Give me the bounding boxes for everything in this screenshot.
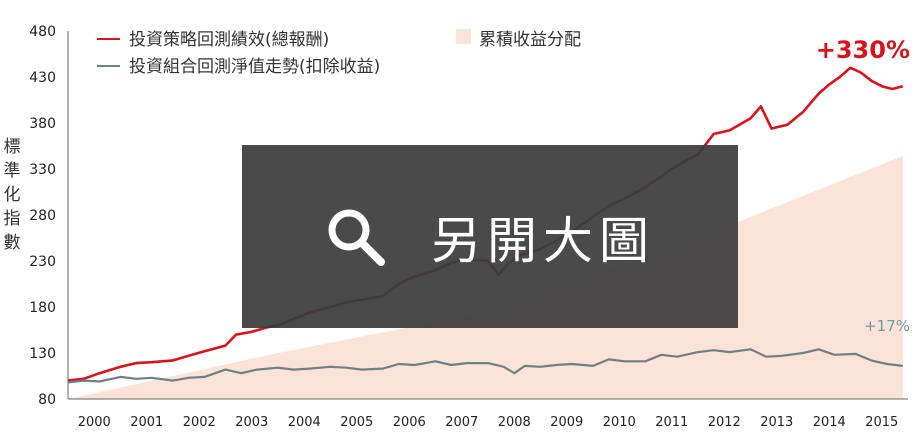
y-tick-labels: 80 130 180 230 280 330 380 430 480 [29, 24, 56, 408]
legend-label-strategy: 投資策略回測績效(總報酬) [129, 30, 329, 50]
y-tick-label: 80 [38, 392, 56, 408]
magnifier-icon [328, 209, 385, 266]
y-axis-label-char: 準 [4, 161, 21, 181]
x-tick-label: 2014 [813, 415, 846, 430]
distribution-area-layer [68, 156, 903, 399]
y-tick-label: 180 [29, 300, 56, 316]
x-tick-label: 2002 [183, 415, 216, 430]
x-tick-label: 2001 [130, 415, 163, 430]
y-tick-label: 430 [29, 70, 56, 86]
x-tick-label: 2005 [340, 415, 373, 430]
y-tick-label: 130 [29, 346, 56, 362]
y-tick-label: 230 [29, 254, 56, 270]
y-tick-label: 330 [29, 162, 56, 178]
x-tick-label: 2008 [498, 415, 531, 430]
x-tick-label: 2000 [78, 415, 111, 430]
open-large-image-label: 另開大圖 [431, 211, 655, 270]
x-tick-label: 2003 [235, 415, 268, 430]
y-axis-label-char: 指 [4, 209, 21, 229]
x-tick-label: 2006 [393, 415, 426, 430]
nav-return-label: +17% [864, 317, 910, 335]
x-tick-label: 2013 [760, 415, 793, 430]
axis-layer [67, 31, 908, 400]
legend: 投資策略回測績效(總報酬) 投資組合回測淨值走勢(扣除收益) 累積收益分配 [97, 29, 581, 77]
strategy-return-label: +330% [816, 36, 910, 64]
x-tick-label: 2015 [865, 415, 898, 430]
series-area-dist [68, 156, 903, 399]
x-tick-label: 2004 [288, 415, 321, 430]
x-tick-labels: 2000 2001 2002 2003 2004 2005 2006 2007 2008 2009… [78, 415, 899, 430]
x-tick-label: 2012 [708, 415, 741, 430]
legend-label-nav: 投資組合回測淨值走勢(扣除收益) [129, 57, 380, 77]
open-large-image-button[interactable]: 另開大圖 [242, 145, 738, 328]
y-axis-label-char: 數 [4, 233, 21, 253]
y-axis-label-char: 化 [4, 185, 21, 205]
legend-label-distribution: 累積收益分配 [479, 30, 581, 50]
x-tick-label: 2009 [550, 415, 583, 430]
legend-swatch-distribution [456, 29, 471, 44]
y-tick-label: 280 [29, 208, 56, 224]
y-tick-label: 480 [29, 24, 56, 40]
y-tick-label: 380 [29, 116, 56, 132]
x-tick-label: 2010 [603, 415, 636, 430]
y-axis-label-char: 標 [4, 137, 21, 157]
series-line-nav [67, 348, 903, 384]
x-tick-label: 2007 [445, 415, 478, 430]
x-tick-label: 2011 [655, 415, 688, 430]
